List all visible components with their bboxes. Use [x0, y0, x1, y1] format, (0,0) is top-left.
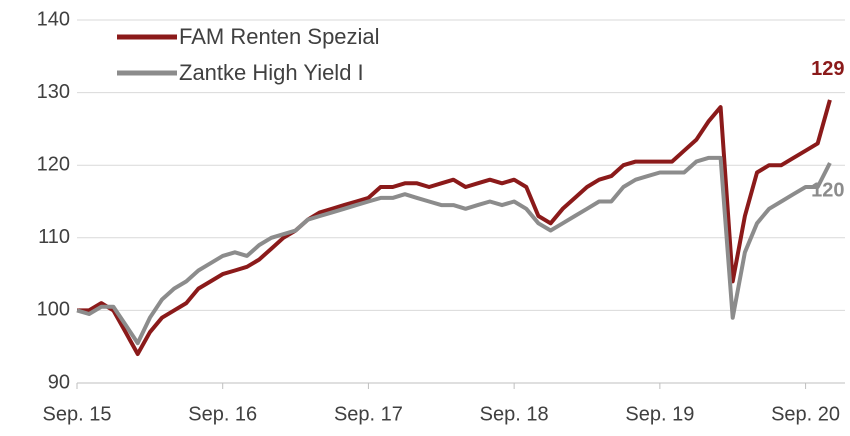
x-tick-label: Sep. 19	[625, 403, 694, 425]
y-tick-label: 100	[37, 299, 70, 321]
y-tick-label: 110	[38, 226, 70, 248]
x-tick-label: Sep. 15	[43, 403, 112, 425]
y-tick-label: 120	[37, 153, 70, 175]
x-tick-label: Sep. 16	[188, 403, 257, 425]
x-tick-label: Sep. 20	[771, 403, 840, 425]
series-line	[76, 155, 832, 346]
value-label: 129	[811, 58, 844, 80]
series-line	[77, 99, 832, 356]
value-label: 120	[811, 179, 844, 201]
x-tick-label: Sep. 17	[334, 403, 403, 425]
x-tick-label: Sep. 18	[480, 403, 549, 425]
legend-label: FAM Renten Spezial	[179, 24, 380, 49]
y-tick-label: 130	[37, 81, 70, 103]
y-tick-label: 140	[37, 8, 70, 30]
y-tick-label: 90	[48, 371, 70, 393]
legend-label: Zantke High Yield I	[179, 60, 364, 85]
